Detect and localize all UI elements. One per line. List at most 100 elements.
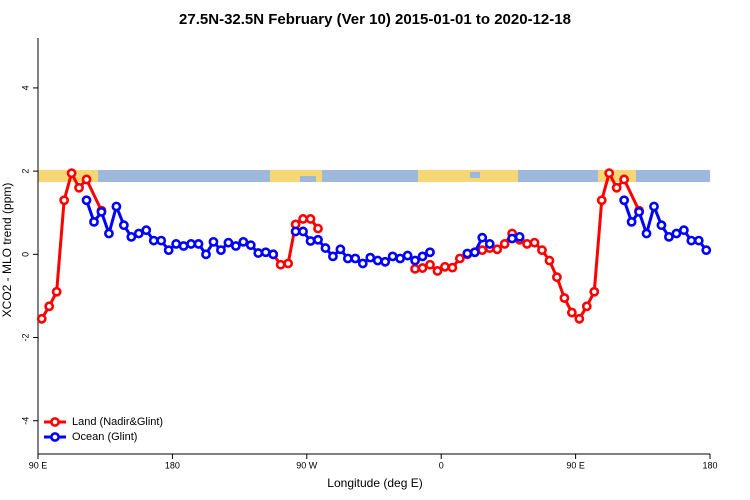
data-point — [507, 233, 518, 244]
data-point — [387, 251, 398, 262]
data-point — [104, 228, 114, 239]
data-point — [305, 236, 316, 246]
data-point — [208, 236, 219, 247]
data-point — [216, 245, 226, 256]
x-axis-label: Longitude (deg E) — [327, 476, 422, 490]
data-point — [253, 248, 264, 258]
data-point — [634, 206, 644, 217]
data-point — [440, 261, 450, 272]
legend-marker — [50, 417, 60, 427]
data-point — [81, 195, 92, 206]
data-point — [454, 253, 465, 264]
data-point — [477, 232, 488, 243]
data-point — [544, 255, 555, 266]
data-point — [425, 259, 435, 270]
land-ocean-strip — [38, 170, 710, 182]
data-point — [163, 245, 174, 256]
data-point — [335, 244, 346, 255]
data-point — [589, 286, 600, 297]
data-point — [395, 253, 406, 264]
chart-title: 27.5N-32.5N February (Ver 10) 2015-01-01… — [179, 11, 571, 28]
data-point — [148, 235, 159, 246]
legend-label: Ocean (Glint) — [72, 431, 137, 443]
data-point — [275, 259, 286, 270]
y-axis-label: XCO2 - MLO trend (ppm) — [0, 183, 14, 318]
data-point — [604, 168, 615, 179]
data-point — [313, 234, 323, 245]
data-point — [156, 235, 167, 246]
data-point — [611, 182, 622, 193]
data-point — [641, 228, 652, 239]
data-point — [365, 252, 376, 263]
data-point — [290, 226, 301, 237]
x-tick-label: 180 — [702, 460, 717, 470]
data-point — [171, 239, 182, 249]
x-tick-label: 90 E — [29, 460, 48, 470]
data-point — [649, 201, 659, 212]
data-point — [701, 245, 712, 256]
data-point — [559, 293, 570, 303]
legend-marker — [50, 432, 60, 442]
data-point — [59, 195, 70, 206]
data-point — [357, 258, 368, 269]
data-point — [484, 239, 495, 249]
data-point — [626, 216, 637, 227]
legend-label: Land (Nadir&Glint) — [72, 416, 163, 428]
y-tick-label: -2 — [20, 334, 30, 342]
data-point — [574, 313, 585, 324]
data-point — [96, 206, 107, 217]
data-point — [447, 262, 458, 273]
data-point — [522, 239, 532, 249]
data-point — [656, 220, 667, 231]
data-point — [499, 239, 510, 249]
data-point — [566, 307, 577, 318]
data-point — [44, 301, 55, 312]
x-tick-label: 90 W — [296, 460, 318, 470]
data-point — [432, 266, 443, 276]
data-point — [133, 228, 144, 239]
data-point — [230, 241, 241, 251]
data-point — [118, 220, 129, 231]
data-point — [619, 195, 630, 206]
data-point — [402, 250, 413, 261]
data-point — [664, 231, 674, 242]
y-tick-label: -4 — [20, 417, 30, 425]
data-point — [298, 226, 308, 237]
data-point — [552, 272, 562, 283]
data-point — [81, 174, 92, 185]
y-tick-label: 4 — [20, 85, 30, 90]
data-point — [372, 255, 383, 266]
data-point — [66, 168, 77, 179]
data-point — [268, 249, 279, 260]
data-point — [619, 174, 630, 185]
data-point — [36, 313, 47, 324]
data-point — [238, 236, 249, 247]
data-point — [201, 249, 211, 260]
data-point — [477, 245, 488, 256]
data-point — [529, 237, 540, 248]
data-point — [417, 263, 428, 273]
data-point — [74, 182, 84, 193]
data-point — [51, 286, 62, 297]
x-tick-label: 90 E — [566, 460, 585, 470]
data-point — [260, 247, 271, 258]
x-tick-label: 180 — [165, 460, 180, 470]
data-point — [313, 223, 323, 234]
data-point — [581, 301, 592, 312]
data-point — [596, 195, 607, 206]
data-point — [298, 214, 308, 224]
x-tick-label: 0 — [439, 460, 444, 470]
data-point — [380, 256, 391, 267]
y-tick-label: 0 — [20, 252, 30, 257]
data-point — [686, 235, 697, 246]
data-point — [410, 263, 420, 274]
y-tick-label: 2 — [20, 169, 30, 174]
data-point — [89, 216, 99, 227]
data-point — [186, 239, 196, 249]
data-point — [350, 253, 361, 264]
data-point — [245, 240, 256, 251]
data-point — [425, 247, 435, 258]
data-point — [678, 225, 689, 236]
data-point — [320, 243, 331, 253]
